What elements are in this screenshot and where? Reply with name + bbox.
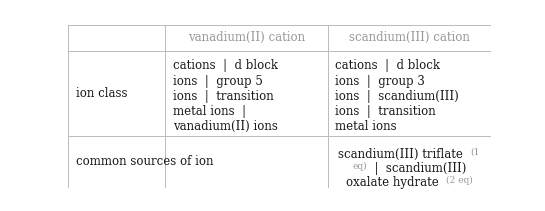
Text: ions  |  group 3: ions | group 3 [336,74,425,88]
Text: ions  |  scandium(III): ions | scandium(III) [336,90,459,103]
Text: vanadium(II) cation: vanadium(II) cation [188,31,305,44]
Text: scandium(III) triflate: scandium(III) triflate [338,147,471,161]
Text: common sources of ion: common sources of ion [76,155,213,168]
Text: metal ions: metal ions [336,120,397,133]
Text: ions  |  transition: ions | transition [173,90,274,103]
Text: ions  |  transition: ions | transition [336,105,436,118]
Text: oxalate hydrate: oxalate hydrate [346,176,446,189]
Text: eq): eq) [352,162,367,171]
Text: vanadium(II) ions: vanadium(II) ions [173,120,278,133]
Text: |  scandium(III): | scandium(III) [367,162,466,175]
Text: ions  |  group 5: ions | group 5 [173,74,263,88]
Text: cations  |  d block: cations | d block [173,60,278,72]
Text: metal ions  |: metal ions | [173,105,246,118]
Text: (2 eq): (2 eq) [446,176,473,185]
Text: (1: (1 [471,147,480,157]
Text: cations  |  d block: cations | d block [336,60,440,72]
Text: ion class: ion class [76,87,127,100]
Text: scandium(III) cation: scandium(III) cation [349,31,470,44]
